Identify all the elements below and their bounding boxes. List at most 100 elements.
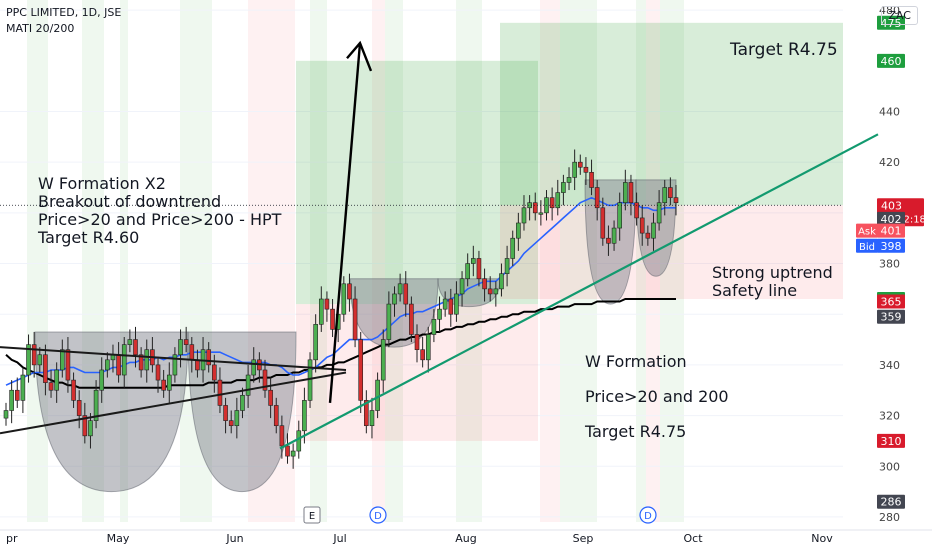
candle-body xyxy=(577,161,583,168)
candle-body xyxy=(206,349,211,366)
session-band xyxy=(636,0,646,522)
candle-body xyxy=(358,339,364,401)
candle-body xyxy=(82,415,88,437)
price-tag xyxy=(877,53,905,68)
candle-body xyxy=(651,222,656,239)
candle-body xyxy=(20,374,26,401)
target-box xyxy=(296,60,538,305)
x-tick-label: May xyxy=(107,532,130,545)
candle-body xyxy=(330,308,335,330)
target-box xyxy=(500,22,843,206)
candle-body xyxy=(245,374,251,396)
candle-body xyxy=(138,354,144,371)
candle-body xyxy=(628,182,634,204)
candle-body xyxy=(116,354,121,376)
session-band xyxy=(120,0,128,522)
candle-body xyxy=(369,410,375,427)
bid-price-tag xyxy=(877,238,905,253)
price-tag xyxy=(877,15,905,30)
ask-price-tag xyxy=(877,223,905,238)
candle-body xyxy=(262,369,268,391)
session-band xyxy=(660,0,684,522)
indicator-label: MATI 20/200 xyxy=(6,22,75,35)
target-bottom-label: Target R4.75 xyxy=(584,422,686,441)
candle-body xyxy=(499,273,504,290)
breakout-arrow-head xyxy=(346,40,373,72)
candle-body xyxy=(414,334,420,350)
candle-body xyxy=(668,187,673,198)
candle-body xyxy=(48,382,54,391)
setup-note-line: Target R4.60 xyxy=(37,228,139,247)
ask-label: Ask xyxy=(858,227,876,238)
candle-body xyxy=(217,379,223,406)
candle-body xyxy=(290,450,296,457)
candle-body xyxy=(31,344,37,366)
target-top-label: Target R4.75 xyxy=(729,40,838,60)
candle-body xyxy=(88,420,93,437)
candle-body xyxy=(93,389,99,421)
price-tag xyxy=(877,309,905,324)
x-tick-label: Sep xyxy=(573,532,594,545)
x-tick-label: Nov xyxy=(811,532,833,545)
candle-body xyxy=(442,298,448,310)
x-tick-label: pr xyxy=(6,532,18,545)
x-tick-label: Jun xyxy=(225,532,243,545)
uptrend-note-line: Safety line xyxy=(712,281,797,300)
dividend-marker[interactable] xyxy=(369,506,387,524)
candle-body xyxy=(144,349,150,371)
candle-body xyxy=(482,278,487,290)
w-formation-label: W Formation xyxy=(585,352,687,371)
x-tick-label: Jul xyxy=(332,532,346,545)
candle-body xyxy=(465,263,470,280)
candle-body xyxy=(279,425,285,447)
candle-body xyxy=(183,339,189,345)
price-tag-text: 310 xyxy=(881,435,902,448)
candle-body xyxy=(617,202,622,229)
candle-body xyxy=(504,258,510,274)
ma200-line xyxy=(5,298,676,389)
currency-button[interactable]: ZAC xyxy=(881,6,918,25)
candle-body xyxy=(476,258,482,280)
candle-body xyxy=(178,339,183,356)
candle-body xyxy=(37,354,43,366)
candle-body xyxy=(425,334,431,361)
candle-body xyxy=(223,405,228,421)
candle-body xyxy=(302,400,307,432)
candle-body xyxy=(285,445,290,457)
candle-body xyxy=(487,288,493,295)
bid-label-tag xyxy=(856,238,878,253)
candle-body xyxy=(228,420,234,427)
earnings-marker[interactable] xyxy=(303,506,321,524)
candle-body xyxy=(43,354,48,383)
session-band xyxy=(180,0,212,522)
candle-body xyxy=(273,405,279,427)
candle-body xyxy=(521,207,527,224)
price-tag xyxy=(877,494,905,509)
setup-note-line: W Formation X2 xyxy=(38,174,166,193)
y-tick-label: 340 xyxy=(879,359,900,372)
bid-price-tag-text: 398 xyxy=(881,240,902,253)
prev-close-tag xyxy=(877,211,905,226)
candle-body xyxy=(99,369,105,391)
price-tag xyxy=(877,294,905,309)
session-band xyxy=(560,0,597,522)
price-tag-text: 286 xyxy=(881,496,902,509)
y-tick-label: 280 xyxy=(879,511,900,524)
candle-body xyxy=(172,354,178,376)
dividend-marker[interactable] xyxy=(639,506,657,524)
candle-body xyxy=(155,364,161,381)
candle-body xyxy=(105,359,110,371)
candle-body xyxy=(268,389,273,406)
candle-body xyxy=(54,369,59,391)
candle-body xyxy=(347,283,352,300)
candle-body xyxy=(510,237,516,259)
candle-body xyxy=(673,197,679,204)
ask-price-tag-text: 401 xyxy=(881,225,902,238)
session-band xyxy=(27,0,48,522)
candle-body xyxy=(594,187,600,209)
x-tick-label: Aug xyxy=(455,532,476,545)
ask-label-tag xyxy=(856,223,878,238)
candle-body xyxy=(532,202,538,214)
